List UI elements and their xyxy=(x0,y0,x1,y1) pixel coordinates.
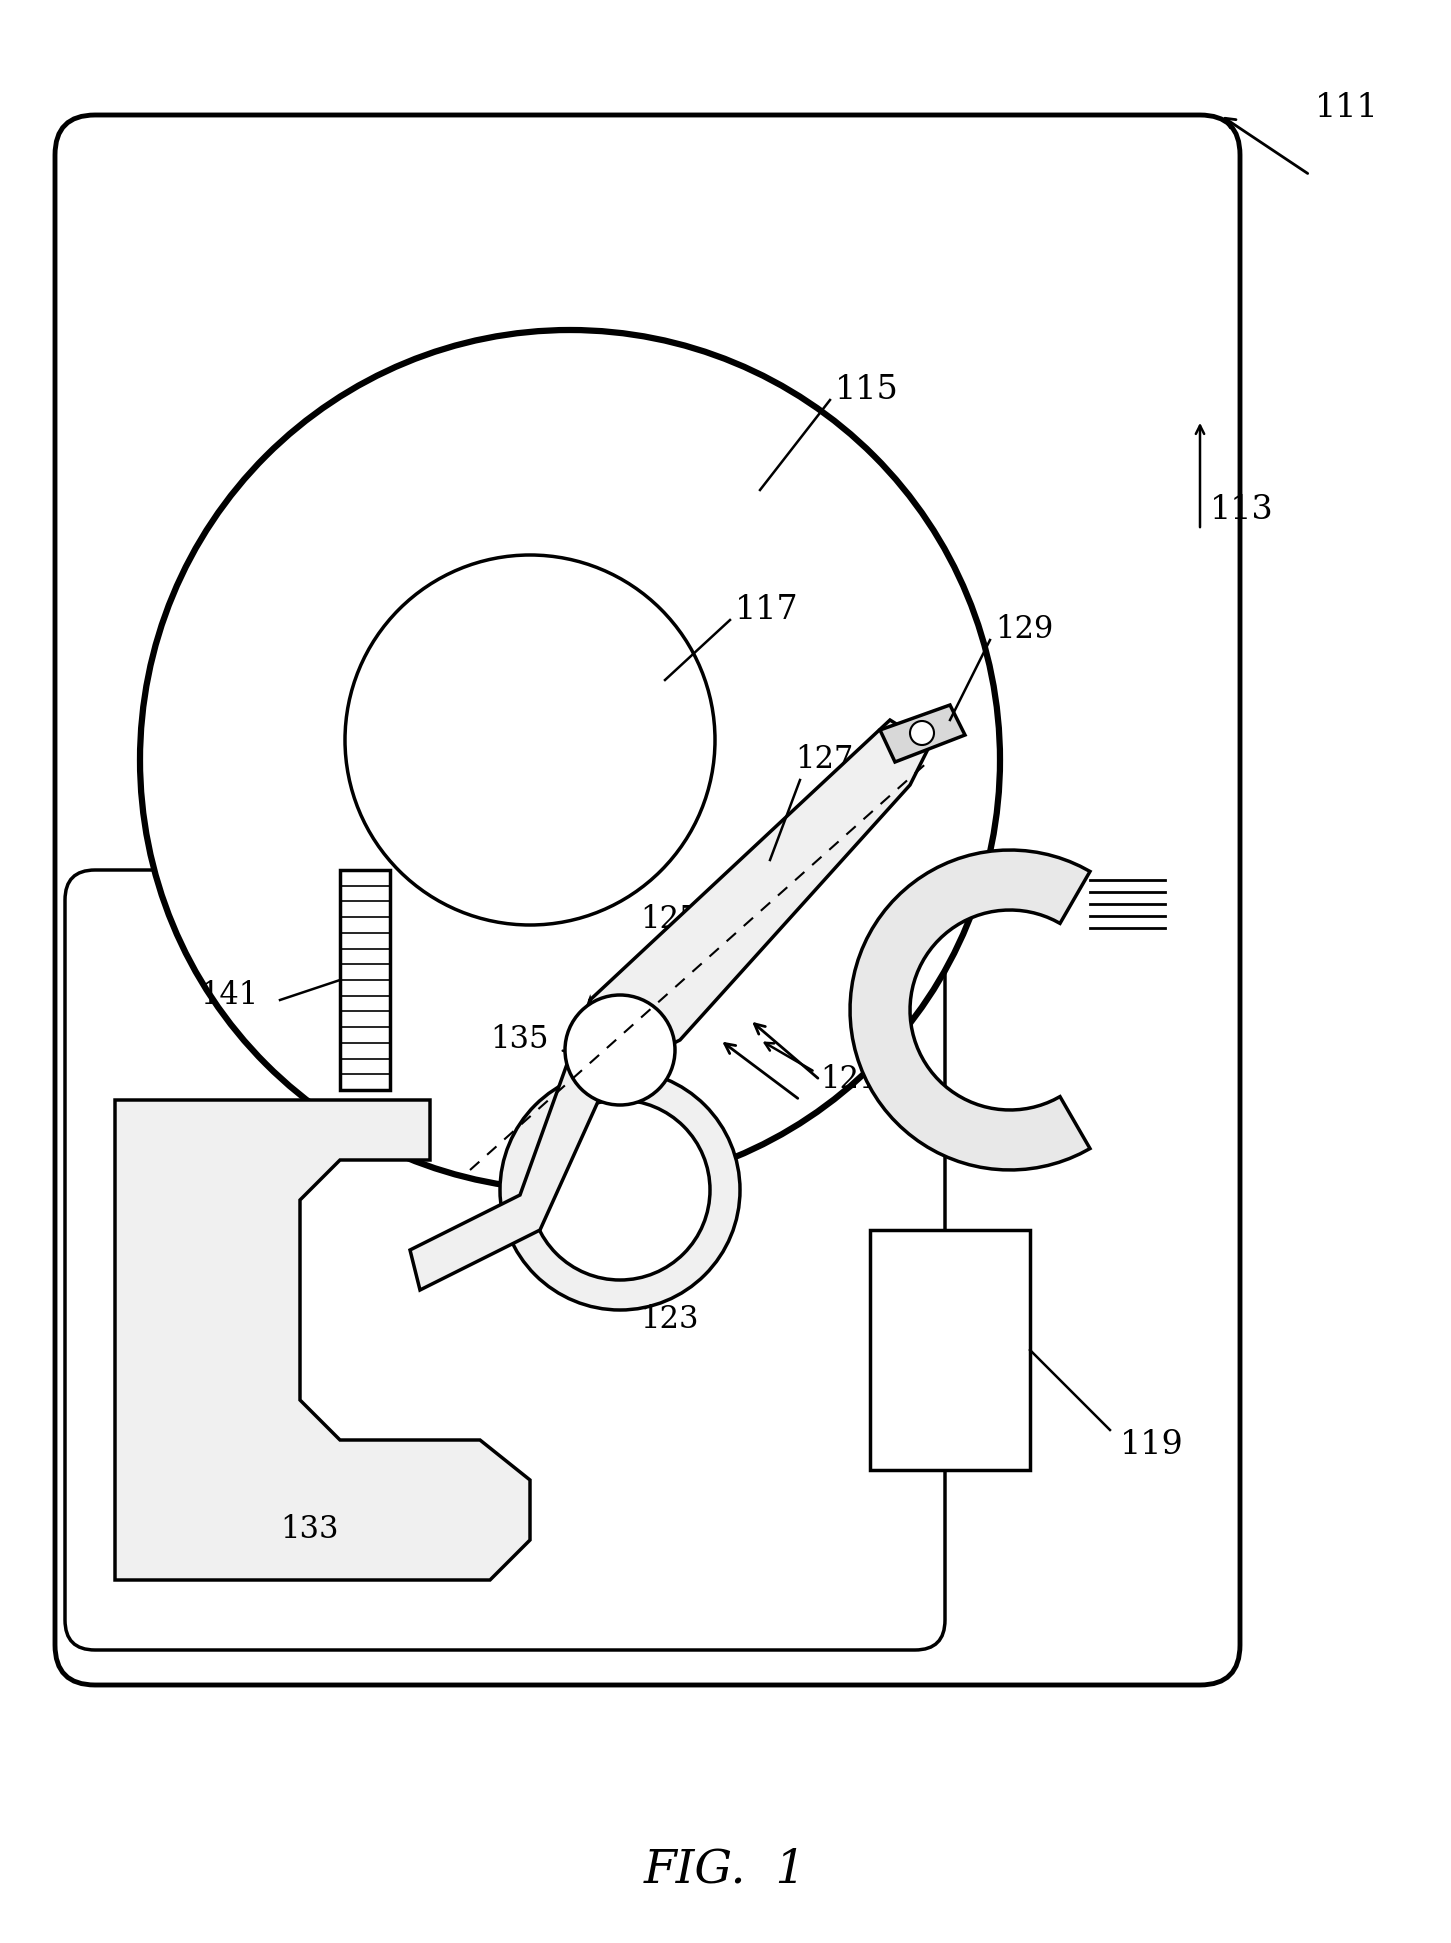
Bar xyxy=(340,870,390,1090)
Text: FIG.  1: FIG. 1 xyxy=(644,1848,807,1892)
Text: 135: 135 xyxy=(490,1024,548,1055)
Circle shape xyxy=(910,721,934,744)
Text: 111: 111 xyxy=(1315,91,1378,124)
FancyBboxPatch shape xyxy=(65,870,945,1650)
Text: 141: 141 xyxy=(200,979,258,1010)
Circle shape xyxy=(530,1100,710,1280)
Text: 123: 123 xyxy=(640,1304,698,1335)
Text: 119: 119 xyxy=(1120,1428,1184,1461)
Text: 125: 125 xyxy=(640,905,698,935)
Text: 113: 113 xyxy=(1210,494,1274,527)
Circle shape xyxy=(564,995,675,1106)
Polygon shape xyxy=(115,1100,530,1580)
FancyBboxPatch shape xyxy=(55,115,1241,1685)
Text: 121: 121 xyxy=(820,1065,878,1096)
Text: 115: 115 xyxy=(834,373,898,406)
Polygon shape xyxy=(411,1001,609,1290)
Text: 117: 117 xyxy=(736,595,798,626)
Polygon shape xyxy=(850,849,1090,1170)
Polygon shape xyxy=(879,705,965,762)
Circle shape xyxy=(345,556,715,925)
Bar xyxy=(871,1230,1030,1471)
Text: 133: 133 xyxy=(280,1514,338,1545)
Text: 129: 129 xyxy=(995,614,1053,645)
Polygon shape xyxy=(591,721,930,1074)
Text: 127: 127 xyxy=(795,744,853,775)
Circle shape xyxy=(501,1071,740,1310)
Circle shape xyxy=(139,330,1000,1189)
